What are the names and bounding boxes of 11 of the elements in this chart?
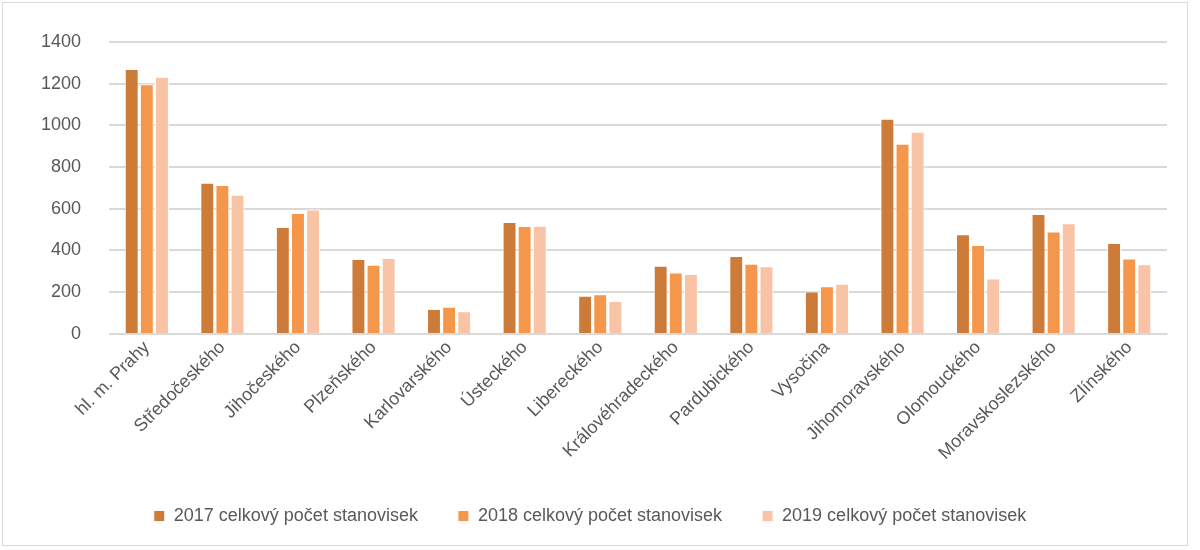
y-tick-label: 1000	[41, 114, 82, 135]
y-tick-label: 400	[51, 239, 82, 260]
legend-label: 2019 celkový počet stanovisek	[782, 504, 1028, 525]
legend-label: 2018 celkový počet stanovisek	[477, 504, 724, 525]
y-tick-label: 1400	[41, 30, 82, 51]
y-tick-label: 1200	[41, 72, 82, 93]
y-tick-label: 600	[51, 197, 82, 218]
y-tick-label: 200	[51, 281, 82, 302]
y-tick-label: 0	[71, 322, 82, 343]
legend-label: 2017 celkový počet stanovisek	[173, 504, 419, 525]
y-tick-label: 800	[51, 155, 82, 176]
